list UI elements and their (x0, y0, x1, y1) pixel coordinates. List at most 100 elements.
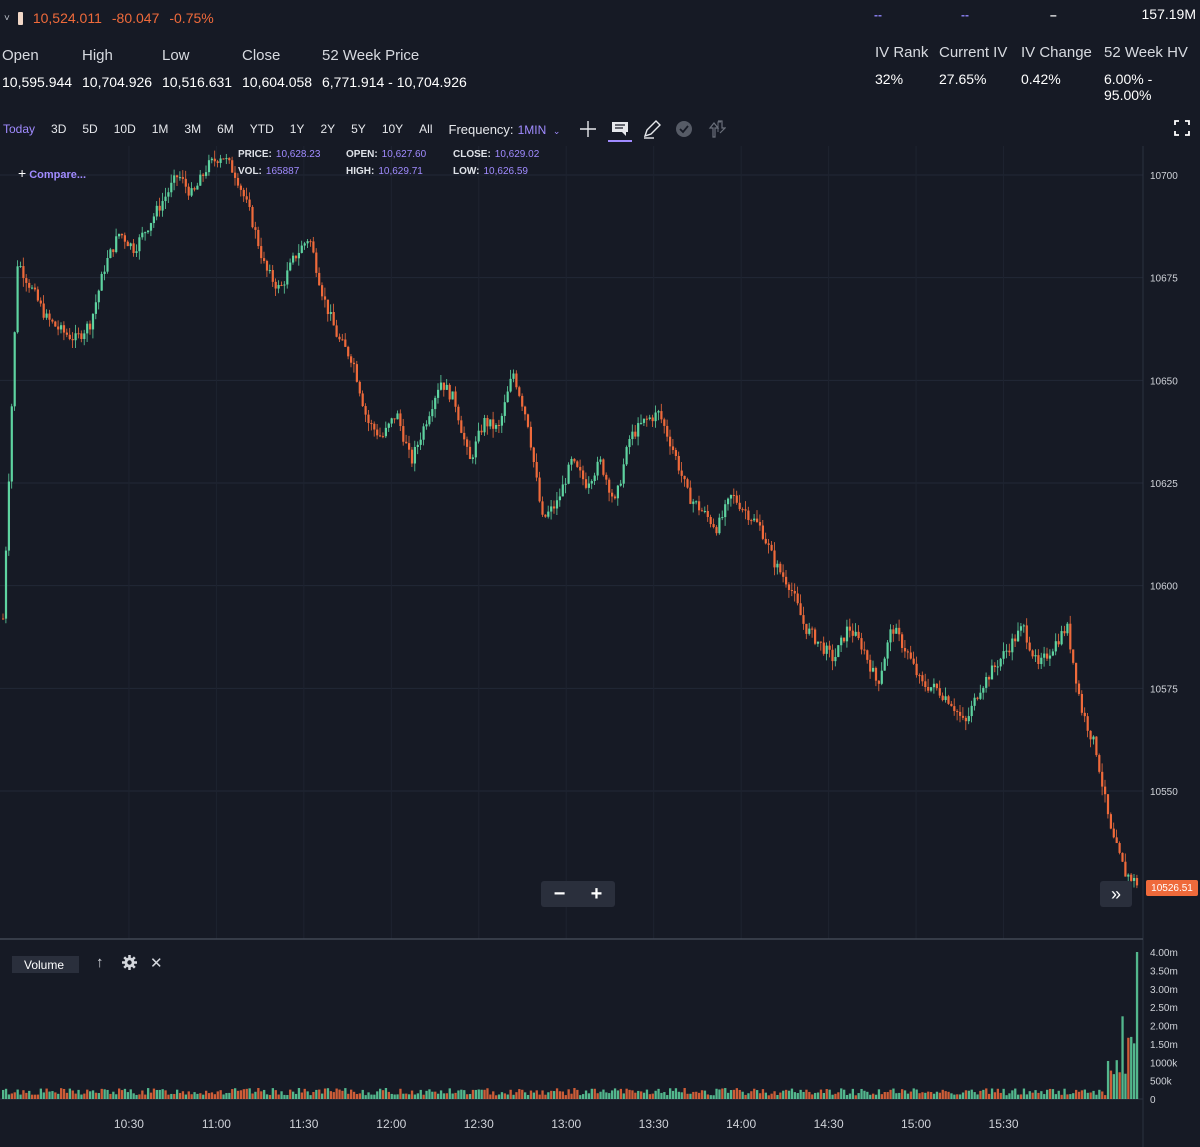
candle-body (903, 647, 907, 652)
candle-body (671, 446, 675, 451)
candle-body (242, 189, 245, 197)
candle-body (927, 687, 930, 691)
candle-body (483, 417, 486, 433)
volume-bar (637, 1090, 640, 1099)
volume-panel-label: Volume (12, 956, 79, 973)
volume-bar (1072, 1093, 1075, 1099)
iv-label: IV Change (1021, 44, 1092, 61)
volume-bar (811, 1094, 814, 1099)
candle-body (451, 391, 454, 400)
candle-body (535, 462, 538, 478)
range-1y[interactable]: 1Y (289, 122, 305, 136)
volume-tick-label: 3.50m (1150, 966, 1178, 977)
volume-bar (390, 1093, 393, 1099)
range-1m[interactable]: 1M (151, 122, 169, 136)
range-10y[interactable]: 10Y (381, 122, 404, 136)
arrow-up-icon[interactable]: ↑ (96, 954, 104, 971)
candle-body (686, 479, 689, 488)
candle-body (91, 313, 95, 330)
candle-body (700, 510, 704, 512)
last-price: 10,524.011 (32, 10, 102, 26)
up-down-arrows-icon[interactable] (704, 117, 728, 141)
zoom-out-button[interactable]: − (553, 882, 566, 905)
candle-body (251, 207, 254, 228)
candle-body (857, 631, 860, 639)
volume-bar (613, 1088, 617, 1099)
range-5y[interactable]: 5Y (351, 122, 366, 136)
range-2y[interactable]: 2Y (320, 122, 336, 136)
time-tick-label: 11:00 (202, 1117, 231, 1131)
volume-bar (422, 1094, 425, 1099)
candle-body (344, 339, 347, 347)
volume-bar (321, 1093, 324, 1099)
volume-bar (753, 1088, 756, 1099)
compare-button[interactable]: + Compare... (18, 165, 86, 181)
candle-body (938, 688, 941, 696)
chart-area[interactable]: 10700 10675 10650 10625 10600 10575 10550 4.00… (0, 146, 1200, 1147)
candle-body (837, 645, 840, 657)
candle-body (486, 417, 489, 427)
volume-bar (602, 1089, 605, 1099)
range-3d[interactable]: 3D (51, 122, 67, 136)
volume-bar (341, 1090, 344, 1099)
volume-bar (950, 1093, 953, 1099)
price-chart[interactable]: 10700 10675 10650 10625 10600 10575 10550 4.00… (0, 146, 1200, 1147)
candle-body (729, 495, 733, 499)
volume-bar (155, 1089, 158, 1099)
candle-body (1046, 653, 1049, 659)
volume-bar (236, 1090, 240, 1099)
volume-bar (48, 1091, 51, 1099)
candle-body (234, 172, 237, 178)
scroll-to-latest-button[interactable]: » (1100, 881, 1132, 907)
volume-bar (1101, 1091, 1104, 1099)
volume-bar (866, 1091, 869, 1099)
candle-body (808, 628, 811, 634)
volume-bar (877, 1089, 881, 1099)
range-all[interactable]: All (419, 122, 433, 136)
range-ytd[interactable]: YTD (249, 122, 274, 136)
chevron-down-icon[interactable]: ˅ (4, 12, 10, 24)
range-5d[interactable]: 5D (82, 122, 98, 136)
volume-bar (2, 1089, 5, 1099)
price-tick-label: 10550 (1150, 787, 1178, 798)
volume-bar (210, 1092, 214, 1099)
candle-body (1060, 631, 1063, 645)
range-10d[interactable]: 10D (113, 122, 136, 136)
volume-bar (518, 1089, 521, 1099)
fullscreen-icon[interactable] (1174, 120, 1190, 136)
candle-body (210, 158, 213, 161)
volume-bar (170, 1093, 173, 1099)
zoom-in-button[interactable]: + (590, 882, 603, 905)
volume-bar (297, 1088, 301, 1099)
volume-bar (248, 1088, 251, 1099)
check-circle-icon[interactable] (672, 117, 696, 141)
chat-icon[interactable] (608, 116, 633, 142)
volume-bar (315, 1089, 318, 1099)
volume-bar (257, 1088, 260, 1099)
range-6m[interactable]: 6M (217, 122, 234, 136)
candle-body (1040, 657, 1043, 665)
pencil-icon[interactable] (640, 117, 664, 141)
volume-bar (564, 1095, 567, 1099)
candle-body (741, 509, 744, 511)
volume-bar (616, 1090, 620, 1099)
candle-body (970, 705, 973, 717)
volume-bar (387, 1091, 390, 1099)
range-today[interactable]: Today (3, 122, 36, 136)
crosshair-icon[interactable] (576, 117, 600, 141)
volume-bar (1002, 1088, 1005, 1099)
volume-bar (364, 1095, 367, 1099)
candle-body (199, 174, 202, 186)
frequency-select[interactable]: Frequency: 1MIN ⌄ (449, 122, 561, 137)
close-icon[interactable]: ✕ (150, 955, 163, 972)
range-3m[interactable]: 3M (184, 122, 202, 136)
volume-bar (326, 1088, 330, 1099)
ticker-summary[interactable]: ˅ 10,524.011 -80.047 -0.75% (4, 10, 218, 26)
candle-body (782, 572, 785, 577)
candle-body (294, 255, 298, 259)
candle-body (547, 511, 550, 517)
candle-body (263, 258, 266, 261)
quote-low: Low 10,516.631 (162, 47, 232, 90)
volume-bar (216, 1091, 219, 1099)
gear-icon[interactable] (121, 954, 138, 975)
